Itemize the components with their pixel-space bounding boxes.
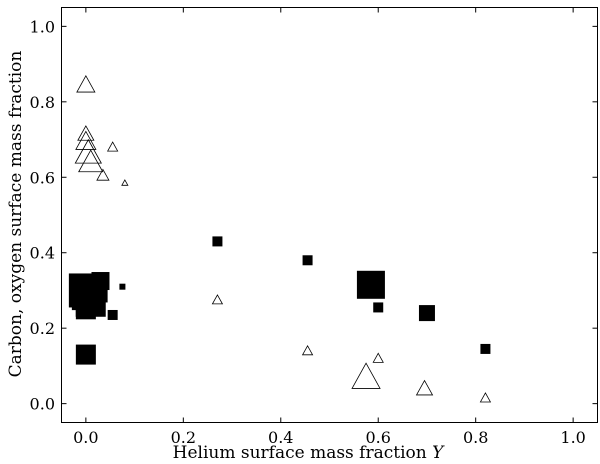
triangle-marker — [415, 379, 434, 396]
y-tick-label: 0.0 — [30, 395, 55, 414]
triangle-marker — [78, 149, 104, 173]
data-markers — [68, 75, 492, 403]
square-marker — [119, 283, 126, 290]
triangle-marker — [77, 125, 95, 141]
triangle-marker — [75, 130, 97, 150]
square-marker — [373, 302, 384, 313]
x-tick-label: 0.0 — [73, 428, 98, 447]
square-marker — [480, 343, 491, 354]
x-tick-label: 1.0 — [560, 428, 585, 447]
triangle-marker — [301, 344, 314, 356]
x-axis-label-variable: Y — [432, 443, 445, 463]
triangle-marker — [479, 392, 492, 403]
triangle-marker — [351, 362, 381, 389]
y-tick-label: 1.0 — [30, 17, 55, 36]
x-tick-label: 0.4 — [268, 428, 293, 447]
square-marker — [356, 270, 385, 299]
square-marker — [418, 305, 435, 322]
y-tick-label: 0.8 — [30, 93, 55, 112]
square-marker — [75, 344, 96, 365]
plot-frame — [61, 7, 598, 423]
triangle-marker — [372, 352, 384, 363]
triangle-marker — [74, 138, 102, 164]
square-marker — [91, 272, 110, 291]
x-axis-label: Helium surface mass fraction Y — [173, 443, 446, 463]
x-axis-label-text: Helium surface mass fraction — [173, 443, 427, 463]
square-marker — [212, 236, 223, 247]
x-tick-label: 0.2 — [171, 428, 196, 447]
square-marker — [302, 255, 313, 266]
triangle-marker — [211, 294, 224, 305]
square-marker — [75, 299, 96, 320]
y-tick-label: 0.4 — [30, 244, 55, 263]
x-tick-label: 0.8 — [463, 428, 488, 447]
triangle-marker — [76, 75, 96, 93]
y-tick-label: 0.6 — [30, 168, 55, 187]
y-axis-label: Carbon, oxygen surface mass fraction — [6, 51, 26, 378]
square-marker — [107, 309, 118, 320]
triangle-marker — [96, 168, 110, 181]
axis-ticks: 0.0 0.2 0.4 0.6 0.8 1.0 0.0 0.2 0.4 0.6 0.8 1.0 — [30, 7, 598, 447]
y-tick-label: 0.2 — [30, 319, 55, 338]
triangle-marker — [106, 141, 119, 152]
triangle-marker — [121, 179, 129, 186]
x-tick-label: 0.6 — [366, 428, 391, 447]
